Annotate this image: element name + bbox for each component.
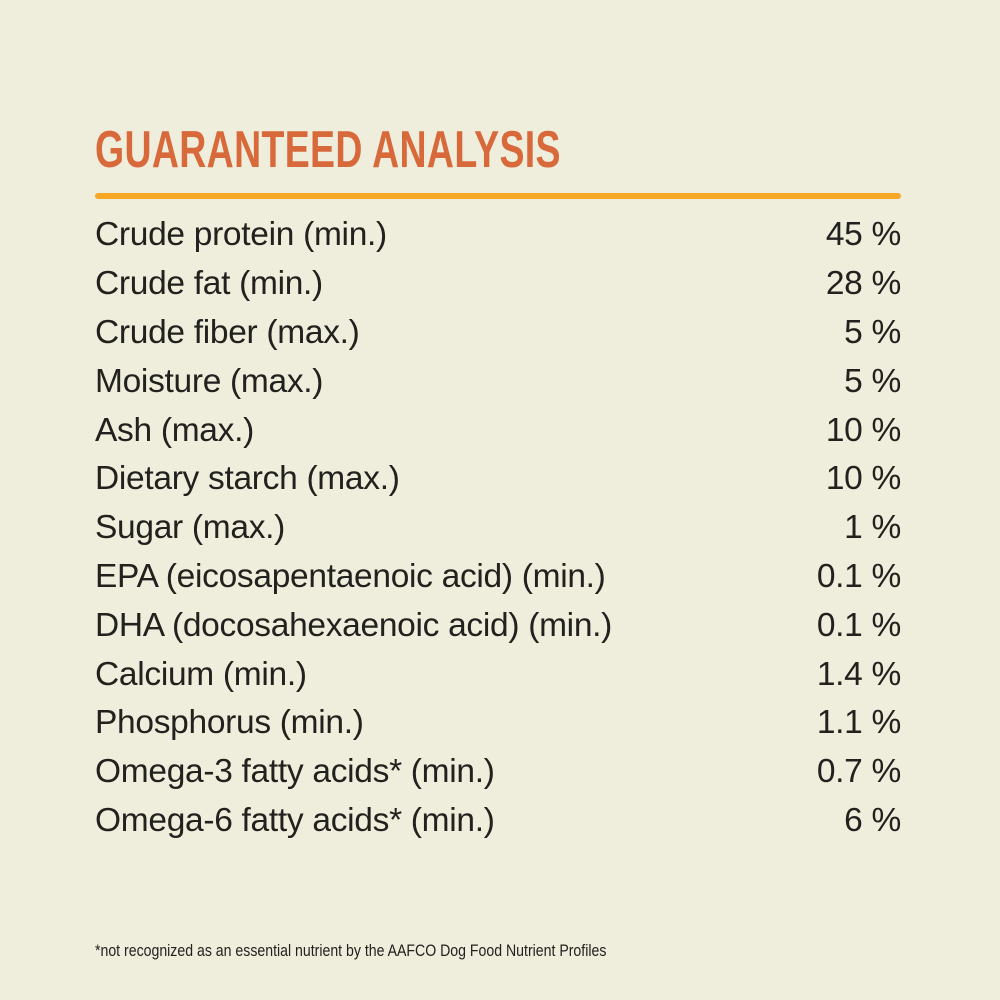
title-underline	[95, 193, 901, 199]
footnote: *not recognized as an essential nutrient…	[95, 941, 711, 961]
nutrient-name: Phosphorus (min.)	[95, 704, 364, 742]
nutrient-value: 5 %	[844, 362, 901, 400]
analysis-row: Omega-3 fatty acids* (min.) 0.7 %	[95, 748, 901, 797]
nutrient-value: 0.1 %	[816, 557, 901, 595]
nutrient-name: Moisture (max.)	[95, 362, 324, 400]
analysis-row: Dietary starch (max.) 10 %	[95, 455, 901, 504]
analysis-row: EPA (eicosapentaenoic acid) (min.) 0.1 %	[95, 553, 901, 602]
nutrient-value: 10 %	[825, 411, 901, 449]
analysis-row: Omega-6 fatty acids* (min.) 6 %	[95, 797, 901, 846]
nutrient-value: 45 %	[825, 216, 901, 254]
nutrient-value: 5 %	[844, 313, 901, 351]
nutrient-name: Sugar (max.)	[95, 509, 286, 547]
section-title: GUARANTEED ANALYSIS	[95, 124, 742, 176]
analysis-row: DHA (docosahexaenoic acid) (min.) 0.1 %	[95, 601, 901, 650]
analysis-row: Phosphorus (min.) 1.1 %	[95, 699, 901, 748]
footnote-text: *not recognized as an essential nutrient…	[95, 941, 607, 960]
analysis-row: Calcium (min.) 1.4 %	[95, 650, 901, 699]
nutrient-name: Crude fat (min.)	[95, 265, 323, 303]
nutrient-name: Dietary starch (max.)	[95, 460, 400, 498]
nutrient-name: Calcium (min.)	[95, 655, 307, 693]
analysis-row: Moisture (max.) 5 %	[95, 357, 901, 406]
nutrient-name: Crude protein (min.)	[95, 216, 387, 254]
nutrient-value: 0.7 %	[816, 753, 901, 791]
analysis-table: Crude protein (min.) 45 % Crude fat (min…	[95, 211, 901, 845]
nutrient-name: Ash (max.)	[95, 411, 254, 449]
analysis-row: Sugar (max.) 1 %	[95, 504, 901, 553]
nutrient-value: 1 %	[844, 509, 901, 547]
nutrient-value: 0.1 %	[816, 606, 901, 644]
section-title-text: GUARANTEED ANALYSIS	[95, 121, 561, 179]
nutrient-value: 10 %	[825, 460, 901, 498]
nutrient-value: 1.4 %	[816, 655, 901, 693]
nutrient-name: EPA (eicosapentaenoic acid) (min.)	[95, 557, 606, 595]
nutrient-name: Crude fiber (max.)	[95, 313, 360, 351]
nutrient-value: 6 %	[844, 801, 901, 839]
nutrient-name: Omega-3 fatty acids* (min.)	[95, 753, 495, 791]
analysis-row: Crude fiber (max.) 5 %	[95, 309, 901, 358]
nutrient-value: 28 %	[825, 265, 901, 303]
nutrient-name: DHA (docosahexaenoic acid) (min.)	[95, 606, 613, 644]
analysis-row: Crude protein (min.) 45 %	[95, 211, 901, 260]
analysis-row: Ash (max.) 10 %	[95, 406, 901, 455]
nutrient-name: Omega-6 fatty acids* (min.)	[95, 801, 495, 839]
analysis-row: Crude fat (min.) 28 %	[95, 260, 901, 309]
nutrient-value: 1.1 %	[816, 704, 901, 742]
